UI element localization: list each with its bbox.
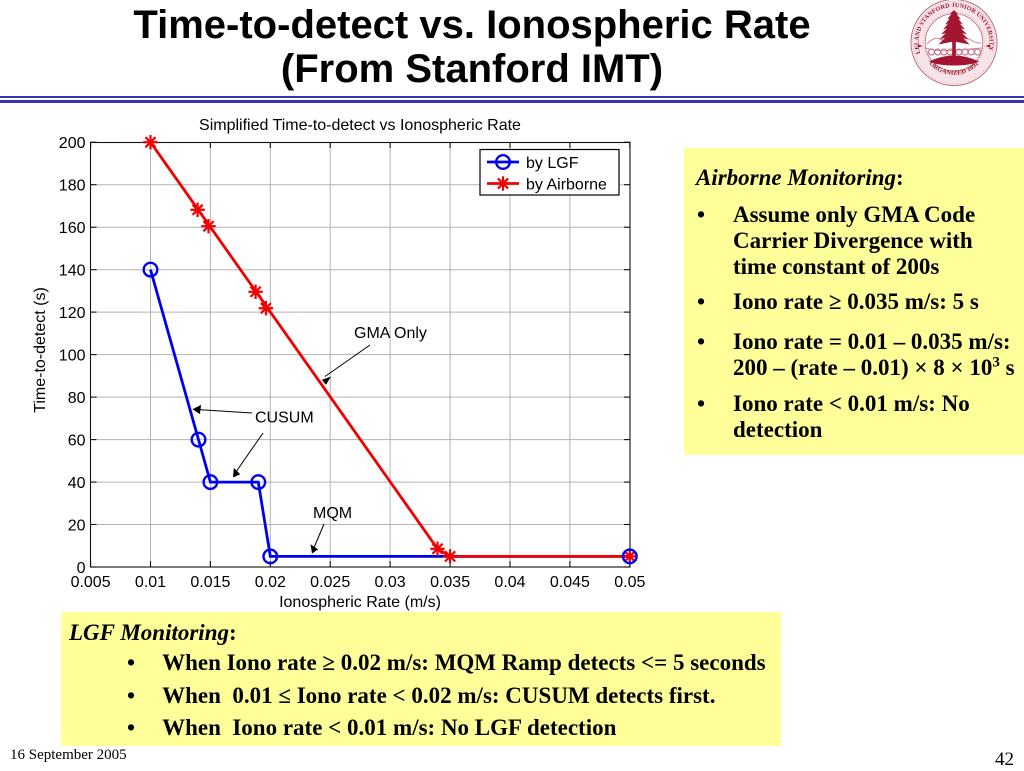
svg-text:Time-to-detect (s): Time-to-detect (s) [32,287,49,413]
svg-text:GMA Only: GMA Only [354,325,427,342]
svg-text:by LGF: by LGF [526,155,579,172]
svg-text:200: 200 [59,135,86,152]
svg-text:20: 20 [68,518,86,535]
svg-text:0.05: 0.05 [614,574,645,591]
svg-text:Simplified Time-to-detect vs I: Simplified Time-to-detect vs Ionospheric… [199,117,521,134]
svg-text:100: 100 [59,348,86,365]
svg-text:MQM: MQM [313,505,352,522]
svg-text:0.03: 0.03 [375,574,406,591]
svg-text:80: 80 [68,390,86,407]
svg-text:40: 40 [68,475,86,492]
svg-text:0.01: 0.01 [135,574,166,591]
svg-text:60: 60 [68,433,86,450]
svg-text:Ionospheric Rate (m/s): Ionospheric Rate (m/s) [279,594,441,611]
svg-text:0.02: 0.02 [255,574,286,591]
svg-text:0.035: 0.035 [430,574,470,591]
svg-text:CUSUM: CUSUM [255,410,314,427]
svg-text:0: 0 [77,560,86,577]
svg-text:0.04: 0.04 [494,574,525,591]
svg-text:0.015: 0.015 [190,574,230,591]
svg-text:0.005: 0.005 [71,574,111,591]
svg-text:0.045: 0.045 [550,574,590,591]
svg-text:0.025: 0.025 [310,574,350,591]
svg-text:by Airborne: by Airborne [526,177,607,194]
svg-text:160: 160 [59,220,86,237]
svg-text:180: 180 [59,178,86,195]
svg-text:140: 140 [59,263,86,280]
svg-text:120: 120 [59,305,86,322]
